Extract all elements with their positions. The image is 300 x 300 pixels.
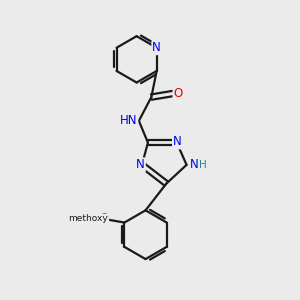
Text: N: N bbox=[173, 136, 182, 148]
Text: O: O bbox=[173, 87, 183, 100]
Text: O: O bbox=[99, 212, 108, 226]
Text: N: N bbox=[152, 41, 161, 54]
Text: HN: HN bbox=[120, 114, 137, 128]
Text: N: N bbox=[136, 158, 145, 171]
Text: N: N bbox=[190, 158, 199, 171]
Text: H: H bbox=[199, 160, 207, 170]
Text: methoxy: methoxy bbox=[68, 214, 108, 224]
